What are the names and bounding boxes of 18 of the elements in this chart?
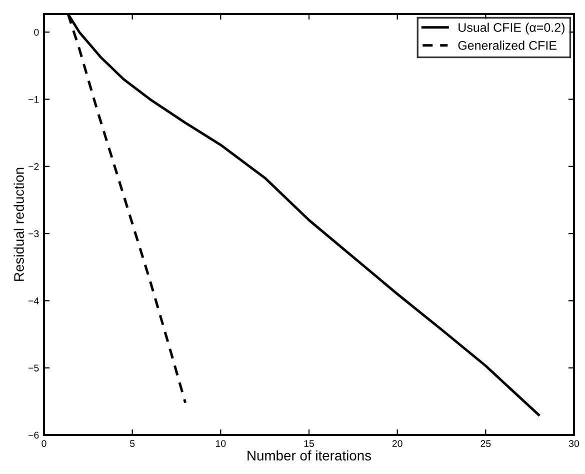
y-tick-label: −2 [28,163,39,170]
y-tick-label: −5 [28,364,39,372]
y-tick-label: −4 [28,298,39,304]
legend-label: Generalized CFIE [458,40,556,50]
x-tick-label: 30 [568,440,580,447]
y-tick-label: −1 [28,96,39,103]
x-tick-label: 0 [42,440,46,447]
y-axis-title: Residual reduction [14,168,24,281]
x-axis-title: Number of iterations [248,450,372,461]
legend-label: Usual CFIE (α=0.2) [458,22,564,34]
y-tick-label: −3 [28,230,39,238]
x-tick-label: 5 [130,440,135,447]
x-tick-label: 25 [480,440,491,447]
y-tick-label: 0 [34,28,39,36]
x-tick-label: 15 [304,440,314,447]
x-tick-label: 10 [216,440,226,447]
x-tick-label: 20 [392,440,402,447]
y-tick-label: −6 [28,432,39,439]
